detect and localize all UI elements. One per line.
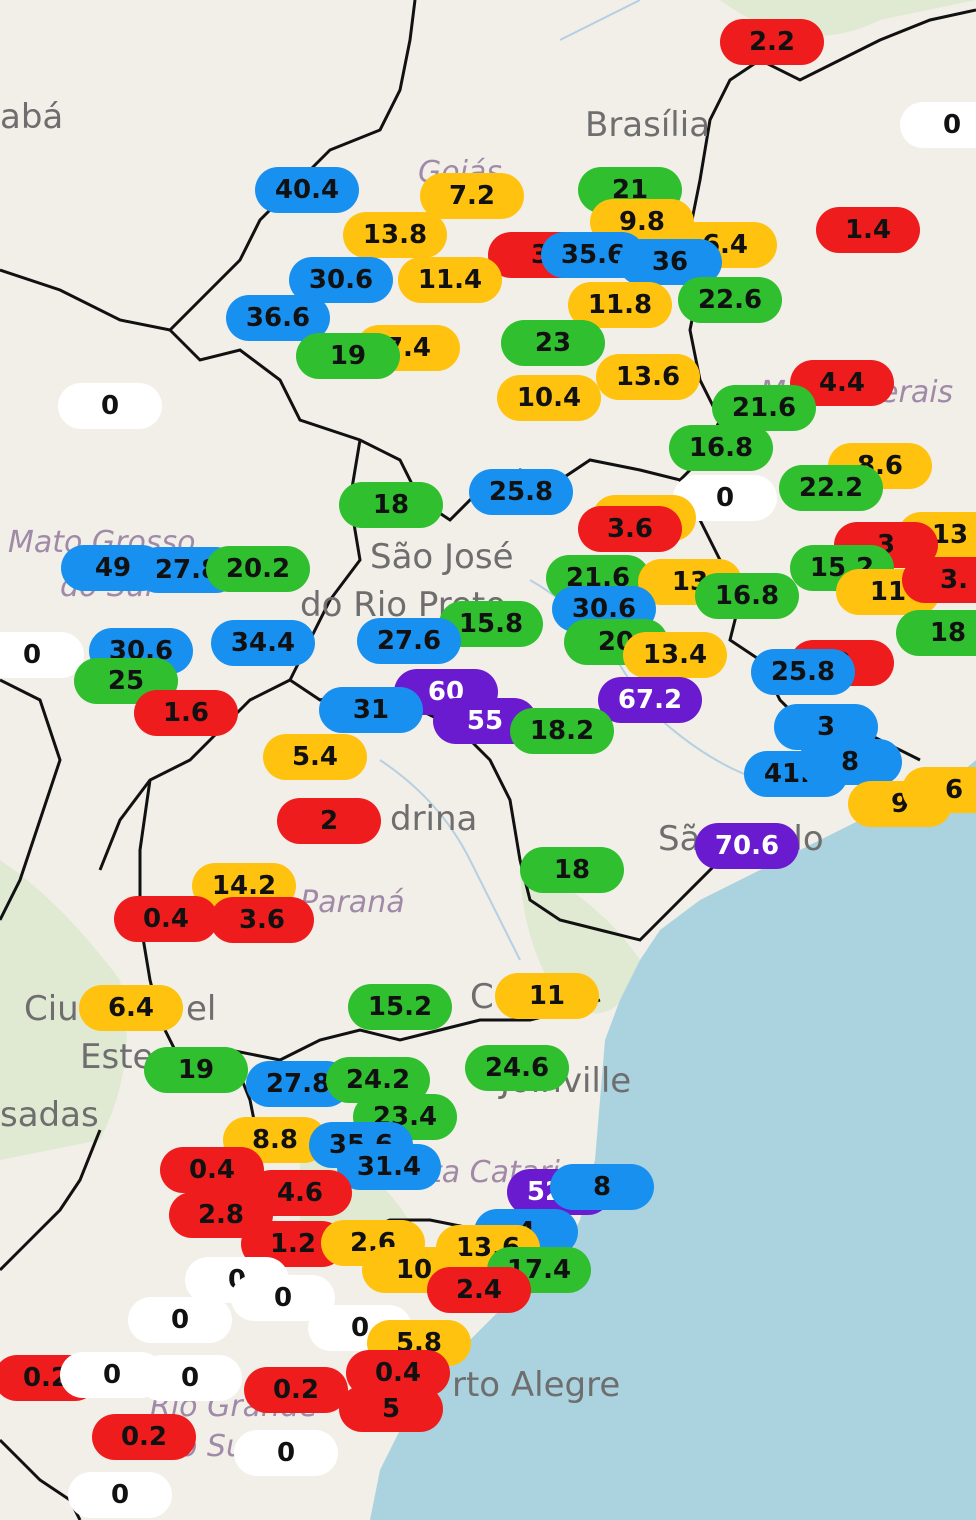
- place-label: Paraná: [300, 885, 405, 920]
- rain-marker-yellow[interactable]: 11.4: [398, 257, 502, 303]
- rain-marker-red[interactable]: 2.4: [427, 1267, 531, 1313]
- rain-marker-green[interactable]: 15.8: [439, 601, 543, 647]
- place-label: São José: [370, 537, 514, 577]
- rain-marker-blue[interactable]: 36.6: [226, 295, 330, 341]
- rain-marker-red[interactable]: 1.6: [134, 690, 238, 736]
- rain-marker-white[interactable]: 0: [68, 1472, 172, 1518]
- rain-marker-blue[interactable]: 25.8: [751, 649, 855, 695]
- rain-marker-red[interactable]: 1.4: [816, 207, 920, 253]
- rain-marker-green[interactable]: 20.2: [206, 546, 310, 592]
- place-label: abá: [0, 97, 64, 137]
- rain-marker-red[interactable]: 0.4: [346, 1350, 450, 1396]
- rain-marker-yellow[interactable]: 6.4: [79, 985, 183, 1031]
- rain-marker-blue[interactable]: 25.8: [469, 469, 573, 515]
- rain-marker-green[interactable]: 22.6: [678, 277, 782, 323]
- place-label: el: [186, 989, 217, 1029]
- rain-marker-red[interactable]: 0.2: [244, 1367, 348, 1413]
- rain-marker-yellow[interactable]: 5.4: [263, 734, 367, 780]
- place-label: C: [470, 977, 494, 1017]
- rain-marker-white[interactable]: 0: [58, 383, 162, 429]
- rain-marker-green[interactable]: 16.8: [669, 425, 773, 471]
- rain-marker-blue[interactable]: 31: [319, 687, 423, 733]
- rain-marker-purple[interactable]: 70.6: [695, 823, 799, 869]
- rain-marker-red[interactable]: 0.2: [92, 1414, 196, 1460]
- rain-marker-white[interactable]: 0: [234, 1430, 338, 1476]
- place-label: sadas: [0, 1095, 99, 1135]
- rain-marker-yellow[interactable]: 6: [902, 767, 976, 813]
- rain-marker-green[interactable]: 19: [296, 333, 400, 379]
- rain-marker-yellow[interactable]: 7.2: [420, 173, 524, 219]
- rain-marker-red[interactable]: 2: [277, 798, 381, 844]
- rain-marker-green[interactable]: 16.8: [695, 573, 799, 619]
- rain-marker-yellow[interactable]: 13.8: [343, 212, 447, 258]
- rain-marker-green[interactable]: 18: [520, 847, 624, 893]
- place-label: Brasília: [585, 105, 711, 145]
- rain-marker-red[interactable]: 0.4: [114, 896, 218, 942]
- rain-marker-red[interactable]: 3.6: [210, 897, 314, 943]
- rain-marker-blue[interactable]: 8: [550, 1164, 654, 1210]
- place-label: drina: [390, 799, 478, 839]
- rain-marker-blue[interactable]: 34.4: [211, 620, 315, 666]
- rain-marker-blue[interactable]: 8: [798, 739, 902, 785]
- rain-marker-green[interactable]: 18: [896, 610, 976, 656]
- rain-marker-red[interactable]: 0.4: [160, 1147, 264, 1193]
- rain-marker-white[interactable]: 0: [0, 632, 84, 678]
- rain-marker-red[interactable]: 2.2: [720, 19, 824, 65]
- rain-marker-yellow[interactable]: 11.8: [568, 282, 672, 328]
- rain-marker-red[interactable]: 3.6: [578, 506, 682, 552]
- rain-marker-yellow[interactable]: 13.4: [623, 632, 727, 678]
- rain-marker-yellow[interactable]: 10.4: [497, 375, 601, 421]
- rain-marker-blue[interactable]: 27.6: [357, 618, 461, 664]
- rain-marker-yellow[interactable]: 11: [495, 973, 599, 1019]
- rain-marker-red[interactable]: 5: [339, 1386, 443, 1432]
- rain-marker-red[interactable]: 3.: [902, 557, 976, 603]
- rain-marker-purple[interactable]: 55: [433, 698, 537, 744]
- rain-marker-green[interactable]: 23: [501, 320, 605, 366]
- rain-marker-green[interactable]: 19: [144, 1047, 248, 1093]
- rain-marker-green[interactable]: 24.6: [465, 1045, 569, 1091]
- rain-marker-green[interactable]: 15.2: [348, 984, 452, 1030]
- rain-marker-green[interactable]: 18.2: [510, 708, 614, 754]
- rain-marker-blue[interactable]: 40.4: [255, 167, 359, 213]
- rain-marker-green[interactable]: 18: [339, 482, 443, 528]
- place-label: rto Alegre: [452, 1365, 621, 1405]
- rain-marker-green[interactable]: 22.2: [779, 465, 883, 511]
- rain-marker-white[interactable]: 0: [900, 102, 976, 148]
- atlantic-ocean: [370, 760, 976, 1520]
- rain-marker-white[interactable]: 0: [138, 1355, 242, 1401]
- rain-marker-white[interactable]: 0: [128, 1297, 232, 1343]
- rain-marker-yellow[interactable]: 13.6: [596, 354, 700, 400]
- rain-marker-purple[interactable]: 67.2: [598, 677, 702, 723]
- place-label: Este: [80, 1037, 154, 1077]
- rain-marker-blue[interactable]: 31.4: [337, 1144, 441, 1190]
- rain-marker-green[interactable]: 21.6: [712, 385, 816, 431]
- place-label: Ciu: [24, 989, 79, 1029]
